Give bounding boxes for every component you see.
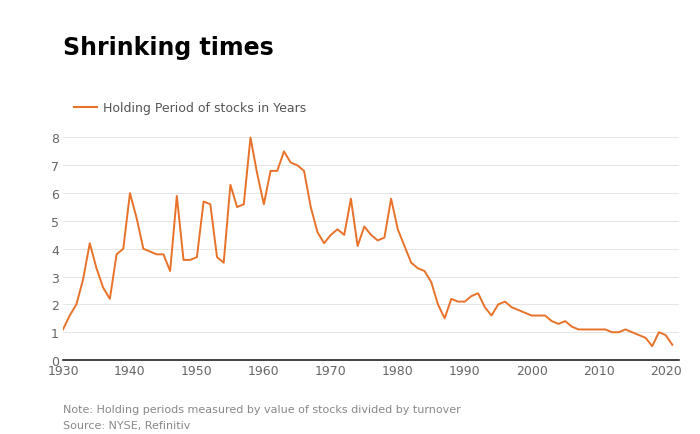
- Legend: Holding Period of stocks in Years: Holding Period of stocks in Years: [69, 97, 312, 120]
- Text: Note: Holding periods measured by value of stocks divided by turnover: Note: Holding periods measured by value …: [63, 404, 461, 414]
- Text: Source: NYSE, Refinitiv: Source: NYSE, Refinitiv: [63, 420, 190, 430]
- Text: Shrinking times: Shrinking times: [63, 36, 274, 60]
